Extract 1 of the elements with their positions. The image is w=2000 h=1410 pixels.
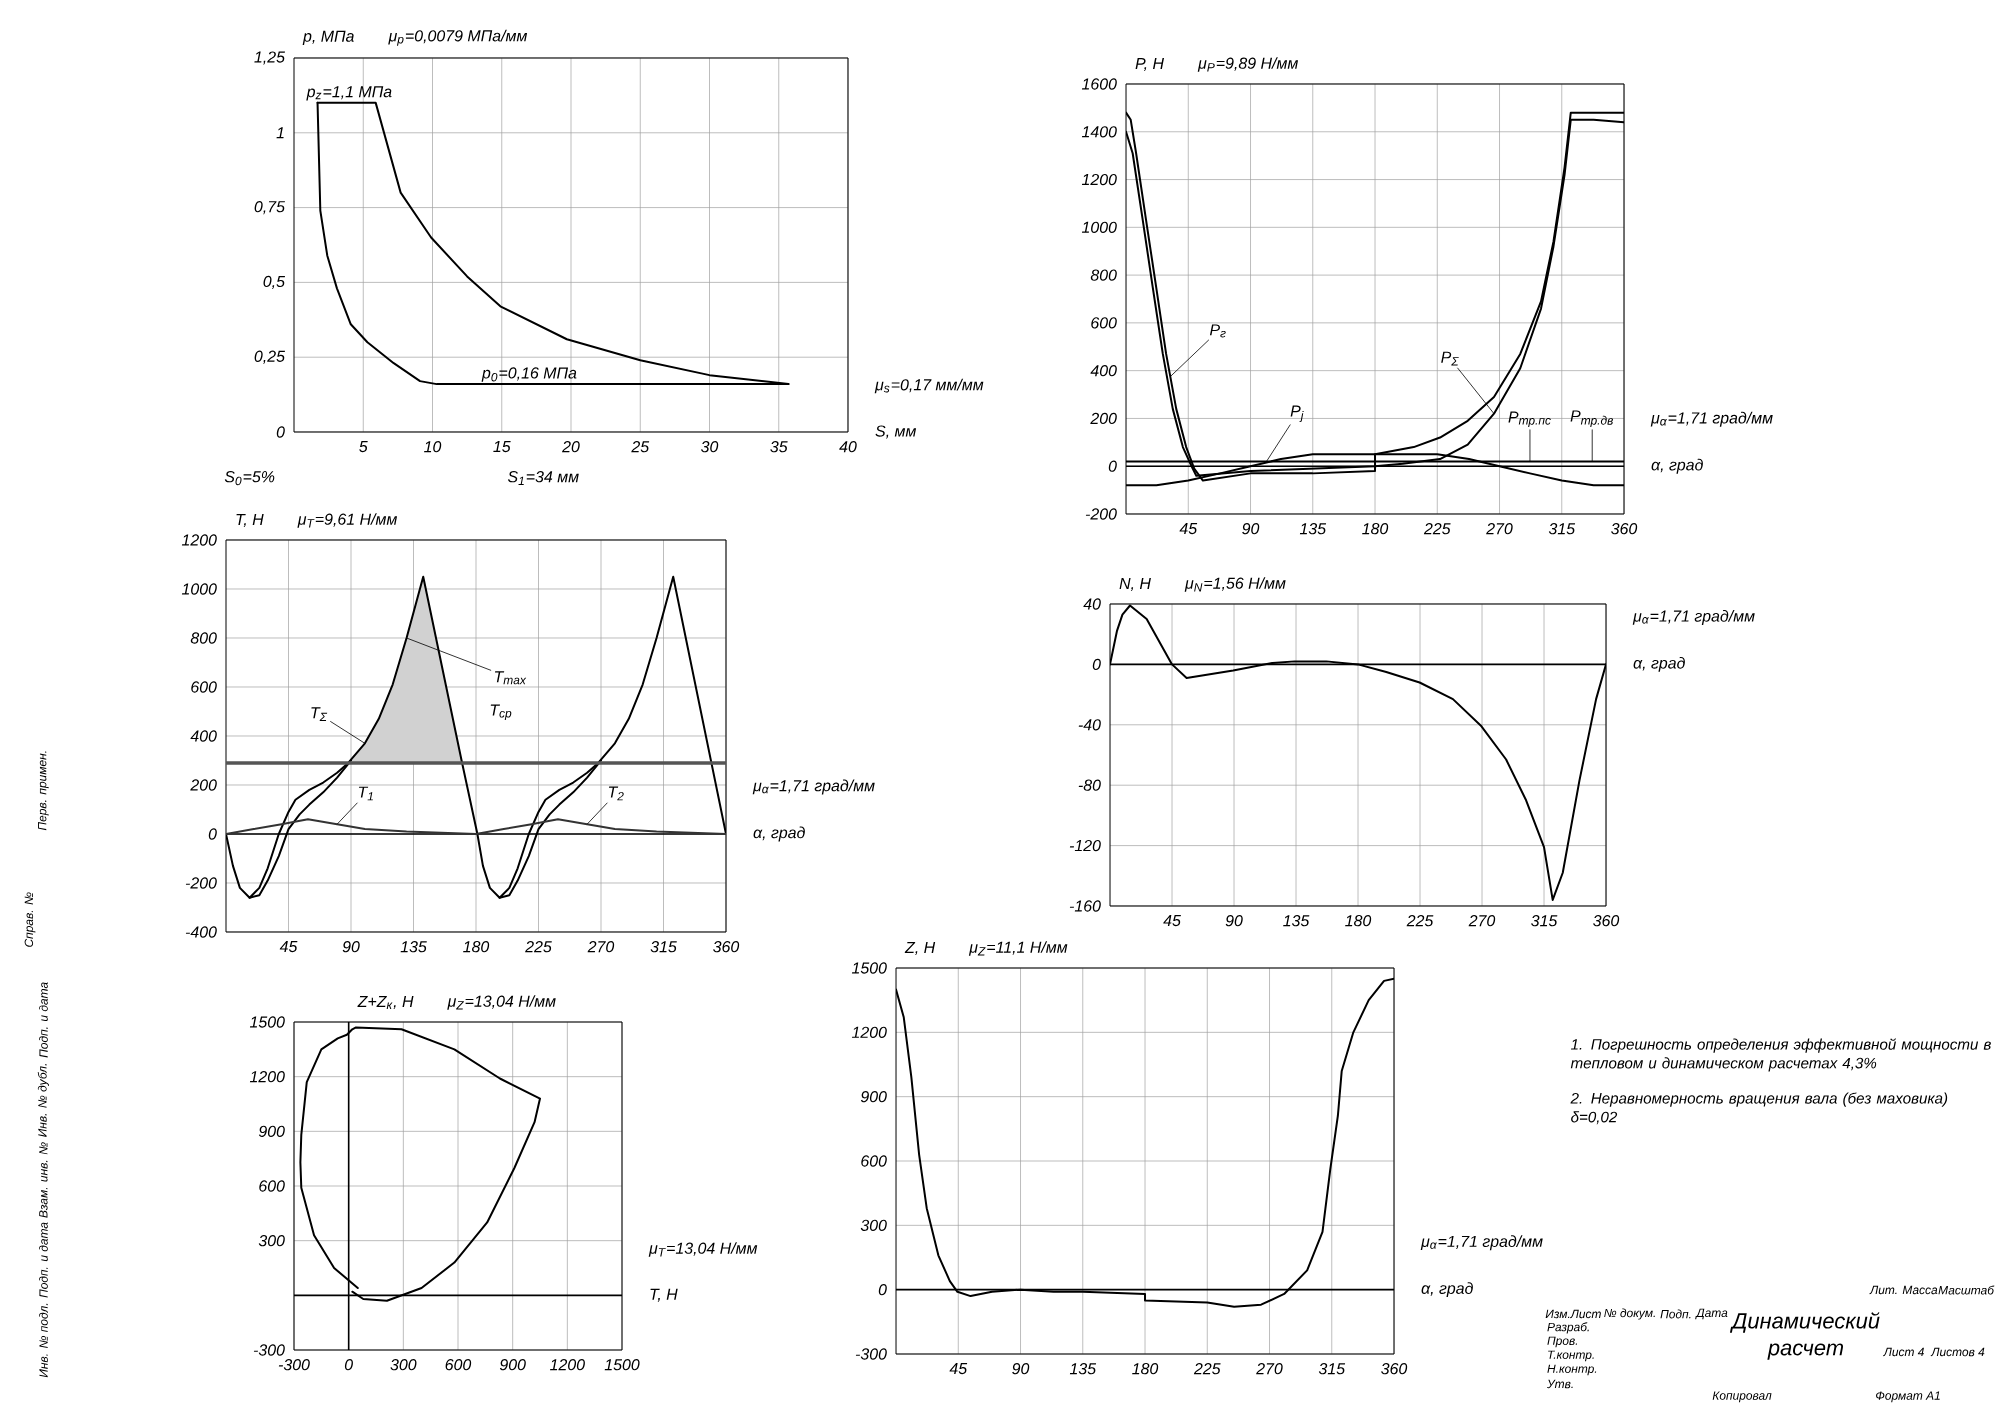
- text: Динамический расчет: [1729, 1312, 1880, 1360]
